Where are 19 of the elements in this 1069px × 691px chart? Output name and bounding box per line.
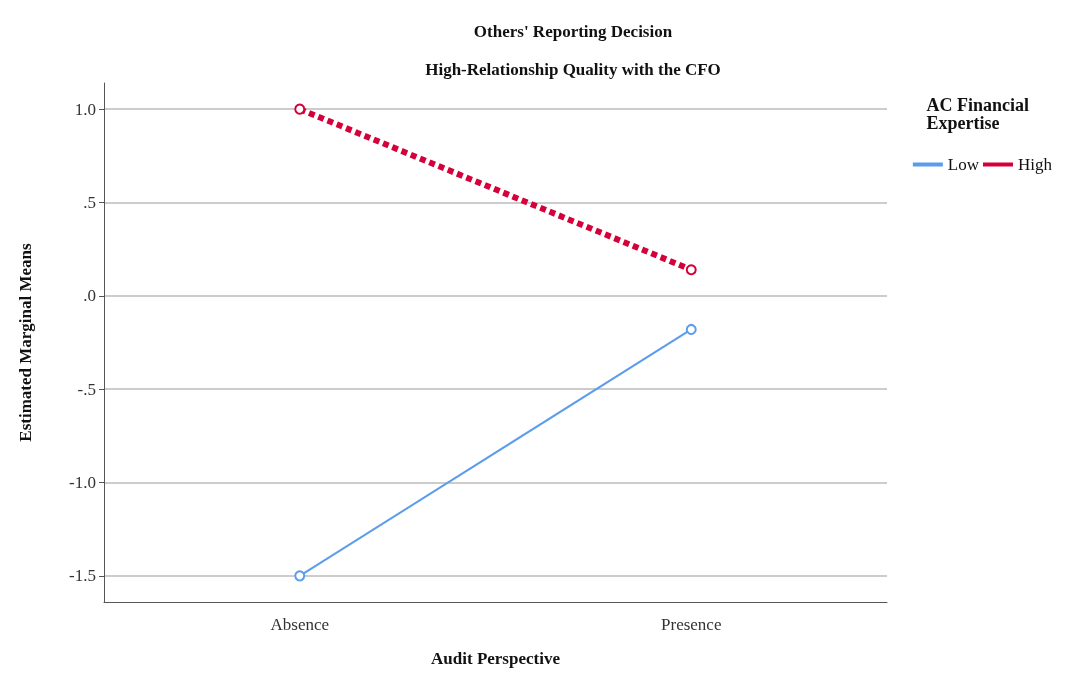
point xyxy=(294,570,306,582)
y-tick-label: -.5 xyxy=(77,379,96,399)
chart-subtitle: High-Relationship Quality with the CFO xyxy=(425,60,721,79)
legend-title: AC Financial Expertise xyxy=(926,95,1030,133)
x-tick-label: Presence xyxy=(661,615,722,634)
point xyxy=(294,103,306,115)
y-tick-label: -1.0 xyxy=(69,473,96,493)
y-tick-label: -1.5 xyxy=(69,566,96,586)
legend-label: High xyxy=(1018,155,1053,174)
chart-title: Others' Reporting Decision xyxy=(473,22,673,41)
point xyxy=(685,323,697,335)
point xyxy=(685,264,697,276)
x-tick-label: Absence xyxy=(270,615,330,634)
y-tick-label: .0 xyxy=(83,286,96,306)
legend-label: Low xyxy=(947,155,980,174)
y-tick-label: 1.0 xyxy=(74,99,96,119)
y-axis-title: Estimated Marginal Means xyxy=(16,242,35,442)
x-axis-title: Audit Perspective xyxy=(431,649,561,668)
y-tick-label: .5 xyxy=(83,192,96,212)
